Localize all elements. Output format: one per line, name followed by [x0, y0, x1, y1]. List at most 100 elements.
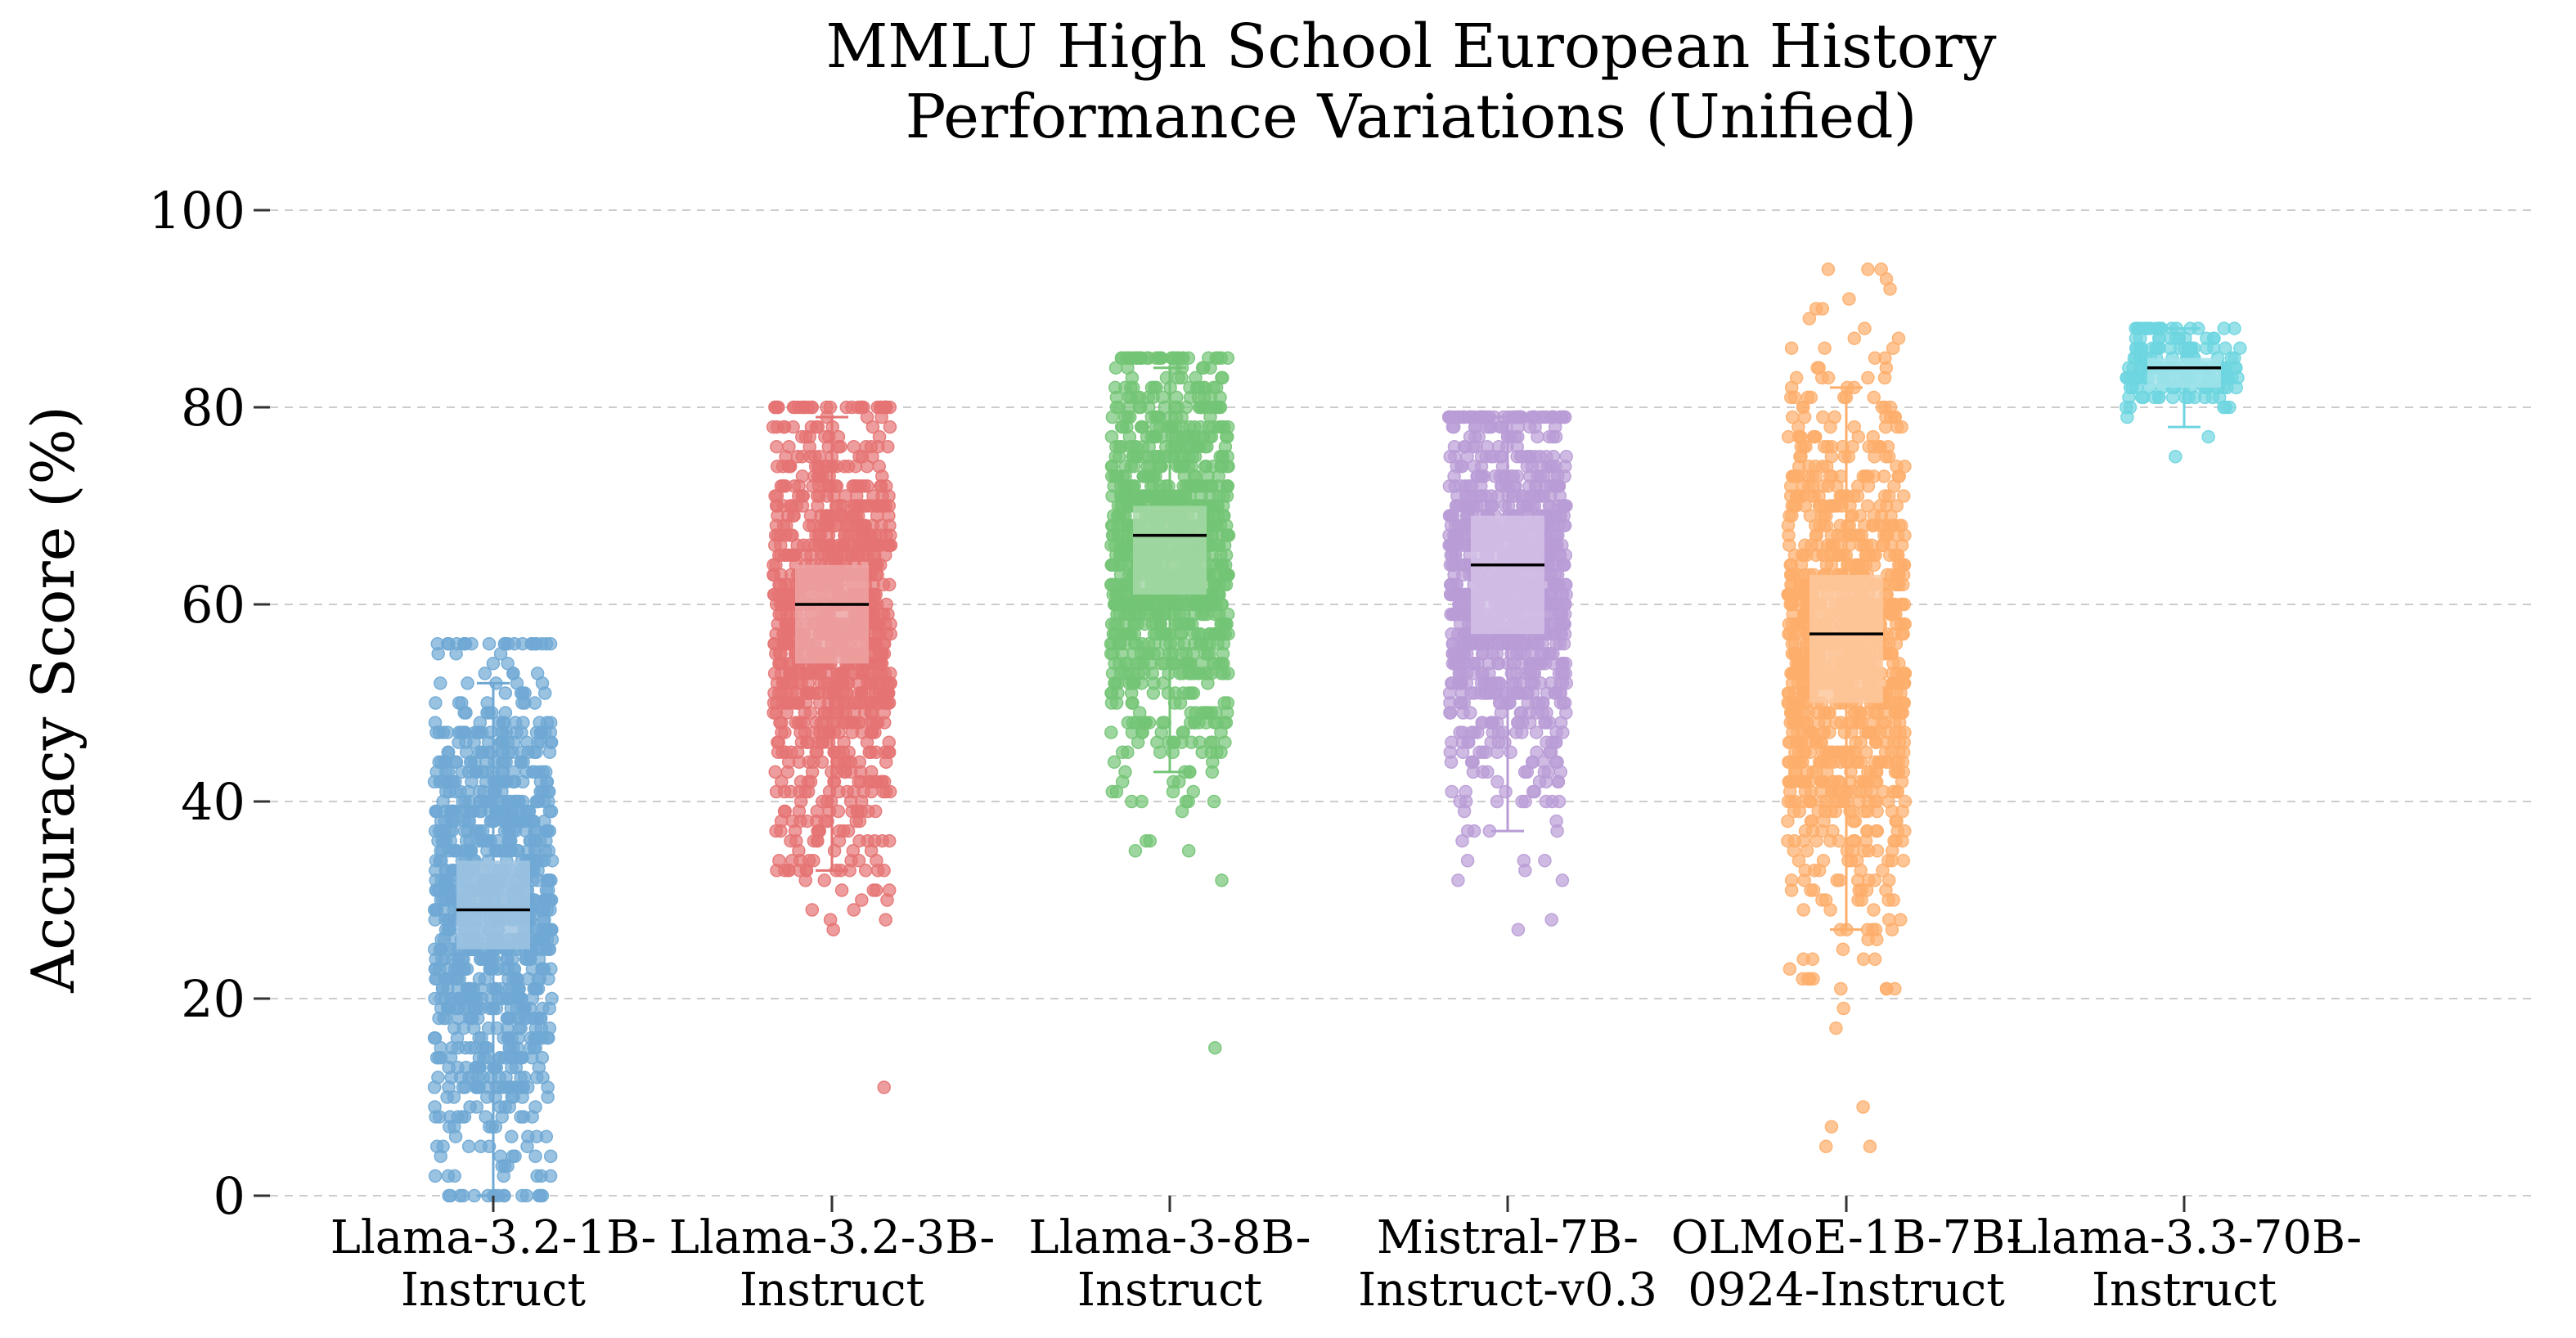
data-point	[499, 1071, 513, 1084]
data-point	[1784, 380, 1799, 395]
data-point	[1890, 460, 1904, 474]
data-point	[1850, 479, 1865, 493]
data-point	[1187, 716, 1202, 730]
data-point	[1553, 509, 1567, 523]
data-point	[480, 1090, 494, 1104]
data-point	[1784, 883, 1799, 897]
data-point	[1783, 489, 1798, 503]
data-point	[875, 833, 889, 848]
data-point	[1186, 647, 1200, 661]
data-point	[428, 991, 442, 1006]
data-point	[497, 755, 511, 770]
data-point	[769, 706, 784, 720]
data-point	[502, 1100, 516, 1114]
data-point	[1185, 450, 1199, 464]
data-point	[1861, 370, 1875, 385]
data-point	[841, 460, 856, 474]
data-point	[1867, 390, 1881, 405]
data-point	[803, 686, 817, 700]
data-point	[1509, 686, 1523, 700]
data-point	[832, 725, 846, 739]
data-point	[533, 1188, 547, 1203]
data-point	[1886, 784, 1900, 799]
data-point	[1104, 725, 1118, 739]
data-point	[438, 833, 453, 848]
data-point	[879, 913, 892, 927]
data-point	[447, 1169, 461, 1183]
data-point	[519, 952, 534, 967]
data-point	[1445, 509, 1460, 523]
data-point	[856, 519, 870, 532]
data-point	[528, 636, 542, 651]
data-point	[505, 1030, 519, 1045]
data-point	[1783, 775, 1797, 789]
data-point	[1809, 528, 1823, 542]
data-point	[482, 636, 497, 651]
data-point	[1460, 854, 1475, 868]
data-point	[791, 716, 805, 730]
data-point	[519, 1011, 533, 1026]
data-point	[1473, 489, 1487, 503]
data-point	[1484, 489, 1499, 503]
data-point	[529, 1129, 544, 1143]
data-point	[506, 814, 520, 828]
data-point	[441, 972, 456, 986]
data-point	[1473, 636, 1488, 651]
data-point	[1873, 439, 1887, 454]
data-point	[1889, 725, 1903, 739]
data-point	[770, 489, 784, 503]
data-point	[1442, 528, 1456, 542]
data-point	[1117, 577, 1132, 592]
data-point	[1204, 538, 1219, 552]
data-point	[1558, 460, 1572, 474]
data-point	[531, 981, 546, 996]
data-point	[1783, 962, 1797, 977]
data-point	[480, 706, 494, 720]
data-point	[508, 1149, 522, 1164]
data-points	[427, 263, 2247, 1203]
data-point	[434, 676, 447, 690]
data-point	[1545, 735, 1559, 749]
data-point	[1134, 647, 1149, 661]
data-point	[795, 469, 810, 483]
data-point	[542, 804, 557, 819]
data-point	[779, 745, 793, 760]
data-point	[1490, 775, 1504, 789]
data-point	[1810, 361, 1824, 375]
data-point	[1116, 509, 1131, 523]
data-point	[1823, 833, 1837, 848]
data-point	[1895, 626, 1909, 641]
data-point	[1816, 854, 1831, 868]
data-point	[1847, 331, 1862, 345]
data-point	[785, 548, 799, 563]
data-point	[450, 1030, 465, 1045]
data-point	[1194, 657, 1209, 671]
data-point	[851, 538, 865, 552]
data-point	[882, 577, 897, 592]
data-point	[1809, 833, 1823, 848]
data-point	[506, 1051, 519, 1065]
data-point	[537, 854, 551, 868]
data-point	[501, 657, 515, 671]
data-point	[1897, 667, 1911, 680]
data-point	[528, 844, 542, 858]
data-point	[1215, 873, 1229, 887]
data-point	[852, 833, 866, 848]
data-point	[428, 1030, 443, 1045]
data-point	[1120, 657, 1135, 671]
data-point	[1450, 460, 1463, 474]
data-point	[1488, 686, 1503, 700]
data-point	[1842, 519, 1856, 532]
data-point	[1833, 489, 1848, 503]
data-point	[776, 676, 791, 690]
data-point	[826, 923, 840, 936]
data-point	[452, 962, 466, 977]
data-point	[1837, 450, 1852, 464]
data-point	[435, 893, 450, 907]
data-point	[1787, 716, 1802, 730]
data-point	[430, 636, 445, 651]
data-point	[537, 893, 551, 907]
data-point	[784, 854, 799, 868]
data-point	[433, 1110, 447, 1124]
data-point	[770, 439, 784, 454]
